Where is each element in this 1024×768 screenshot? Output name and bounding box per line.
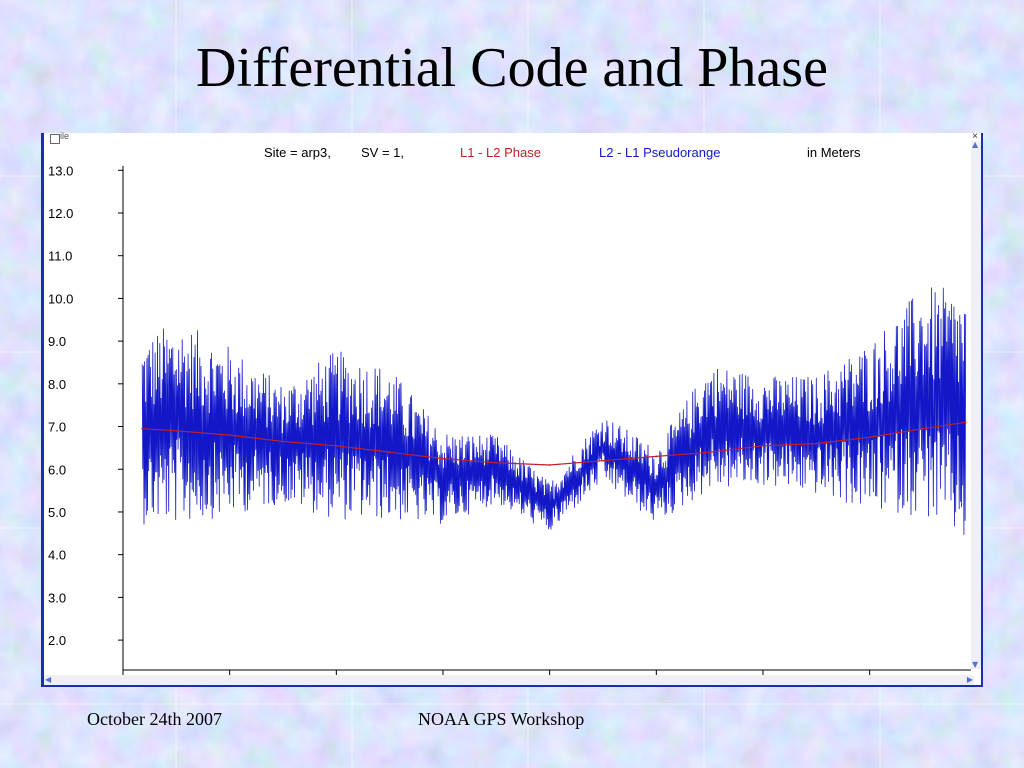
phase-point [815,442,818,445]
phase-point [335,444,338,447]
y-tick-label: 13.0 [48,163,73,178]
plot-window: Site = arp3, SV = 1, L1 - L2 Phase L2 - L1 … [41,131,983,687]
horizontal-scrollbar[interactable]: ◀ ▶ [44,675,974,685]
phase-point [141,427,144,430]
header-units: in Meters [807,145,861,160]
legend-pseudorange: L2 - L1 Pseudorange [599,145,720,160]
phase-point [655,455,658,458]
scroll-up-icon[interactable]: ▲ [972,140,979,149]
y-tick-label: 8.0 [48,377,66,392]
phase-point [602,459,604,462]
scroll-right-icon[interactable]: ▶ [966,675,973,684]
phase-point [228,434,231,436]
y-tick-label: 4.0 [48,548,66,563]
phase-point [868,436,871,439]
header-site: Site = arp3, [264,145,331,160]
y-tick-label: 7.0 [48,420,66,435]
phase-point [495,461,498,464]
phase-point [282,440,284,443]
y-tick-label: 12.0 [48,206,73,221]
footer-workshop: NOAA GPS Workshop [418,709,585,729]
phase-point [708,451,711,454]
y-tick-label: 10.0 [48,291,73,306]
phase-point [964,421,967,424]
phase-point [442,457,444,460]
phase-point [175,429,178,432]
chart: Site = arp3, SV = 1, L1 - L2 Phase L2 - L1 … [48,145,971,685]
footer-date: October 24th 2007 [87,709,222,729]
close-icon[interactable]: × [972,131,978,142]
series-pseudorange-line [141,287,967,535]
legend-phase: L1 - L2 Phase [460,145,541,160]
phase-point [388,451,391,454]
phase-point [762,444,764,447]
phase-point [548,464,551,466]
y-tick-label: 9.0 [48,334,66,349]
y-tick-label: 6.0 [48,462,66,477]
header-sv: SV = 1, [361,145,404,160]
y-tick-label: 3.0 [48,590,66,605]
vertical-scrollbar[interactable]: ▲ ▼ [971,141,981,669]
y-tick-label: 5.0 [48,505,66,520]
menu-checkbox[interactable] [50,134,60,144]
scroll-left-icon[interactable]: ◀ [45,675,52,684]
scroll-down-icon[interactable]: ▼ [972,660,979,669]
phase-point [922,427,924,430]
menu-file-label[interactable]: ile [60,131,70,141]
slide-title: Differential Code and Phase [196,37,828,99]
y-tick-label: 2.0 [48,633,66,648]
y-tick-label: 11.0 [48,249,72,264]
